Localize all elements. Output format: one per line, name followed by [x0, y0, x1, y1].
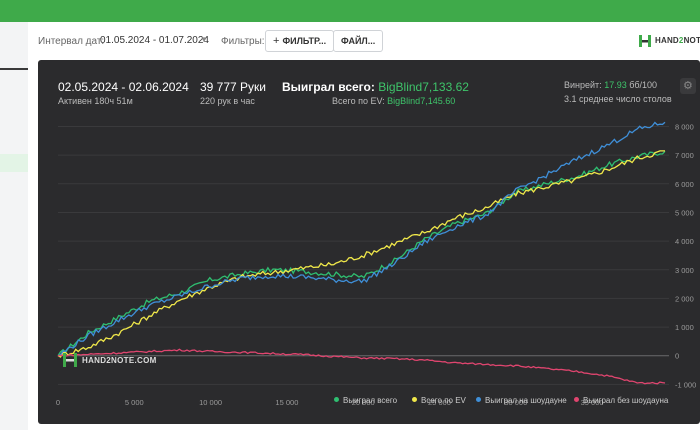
date-range: 02.05.2024 - 02.06.2024	[58, 80, 189, 94]
add-filter-label: ФИЛЬТР...	[282, 36, 327, 46]
logo-text-hand: HAND	[655, 36, 679, 45]
winrate-label: Винрейт:	[564, 80, 602, 90]
legend-item-won[interactable]: Выиграл всего	[334, 396, 397, 405]
y-tick-label: 1 000	[675, 323, 694, 332]
date-interval-label: Интервал дат:	[38, 36, 105, 47]
total-won-label: Выиграл всего:	[282, 80, 375, 94]
total-won-value: BigBlind7,133.62	[378, 80, 469, 94]
series-line-won	[57, 150, 666, 357]
graph-settings-button[interactable]: ⚙	[680, 78, 696, 94]
x-tick-label: 0	[56, 398, 60, 407]
y-tick-label: 0	[675, 352, 679, 361]
legend-dot	[574, 397, 579, 402]
y-tick-label: 6 000	[675, 180, 694, 189]
report-panel: Интервал дат: 01.05.2024 - 01.07.2024 ▼ …	[28, 22, 700, 430]
file-button-label: ФАЙЛ...	[341, 36, 376, 46]
hands-per-hour: 220 рук в час	[200, 96, 255, 106]
logo-text-note: NOTE	[683, 36, 700, 45]
hand2note-watermark-icon	[63, 353, 77, 367]
legend-dot	[476, 397, 481, 402]
winrate: Винрейт: 17.93 бб/100	[564, 80, 657, 90]
x-tick-label: 35 000	[581, 398, 604, 407]
x-tick-label: 25 000	[428, 398, 451, 407]
total-ev-label: Всего по EV:	[332, 96, 385, 106]
y-tick-label: 2 000	[675, 294, 694, 303]
series-line-showdown	[57, 121, 666, 357]
y-tick-label: 8 000	[675, 122, 694, 131]
x-tick-label: 15 000	[275, 398, 298, 407]
graph-card: 02.05.2024 - 02.06.2024 Активен 180ч 51м…	[38, 60, 700, 424]
legend-dot	[334, 397, 339, 402]
y-tick-label: 3 000	[675, 266, 694, 275]
legend-dot	[412, 397, 417, 402]
x-tick-label: 10 000	[199, 398, 222, 407]
hands-count: 39 777 Руки	[200, 80, 266, 94]
total-ev: Всего по EV: BigBlind7,145.60	[332, 96, 455, 106]
file-button[interactable]: ФАЙЛ...	[333, 30, 384, 52]
y-tick-label: 5 000	[675, 208, 694, 217]
filters-label: Фильтры:	[221, 36, 265, 47]
watermark-text: HAND2NOTE.COM	[82, 356, 157, 365]
logo-text-2: 2	[678, 36, 684, 45]
y-tick-label: 7 000	[675, 151, 694, 160]
active-time: Активен 180ч 51м	[58, 96, 133, 106]
x-tick-label: 20 000	[352, 398, 375, 407]
x-tick-label: 5 000	[125, 398, 144, 407]
y-tick-label: -1 000	[675, 380, 696, 389]
hand2note-logo-icon	[639, 35, 651, 47]
chevron-down-icon[interactable]: ▼	[200, 35, 208, 44]
legend-label: Выиграл на шоудауне	[485, 396, 567, 405]
legend-item-ev[interactable]: Всего по EV	[412, 396, 466, 405]
plus-icon: +	[273, 35, 280, 47]
x-tick-label: 30 000	[504, 398, 527, 407]
winrate-value: 17.93	[604, 80, 627, 90]
legend-item-nonshowdown[interactable]: Выиграл без шоудауна	[574, 396, 668, 405]
profit-chart: -1 000 0 1 000 2 000 3 000 4 000 5 000 6 000 7 0…	[56, 121, 696, 407]
legend-label: Выиграл без шоудауна	[583, 396, 669, 405]
gear-icon: ⚙	[683, 80, 693, 92]
legend-label: Всего по EV	[421, 396, 466, 405]
filter-bar: Интервал дат: 01.05.2024 - 01.07.2024 ▼ …	[28, 22, 700, 60]
series-line-ev	[57, 150, 665, 358]
hand2note-logo-text: HAND2NOTE	[655, 36, 700, 45]
legend-label: Выиграл всего	[343, 396, 398, 405]
y-tick-label: 4 000	[675, 237, 694, 246]
left-sidebar	[0, 22, 28, 430]
total-won: Выиграл всего: BigBlind7,133.62	[282, 80, 469, 94]
winrate-suffix: бб/100	[629, 80, 658, 90]
sidebar-highlight-row	[0, 154, 28, 172]
top-app-bar	[0, 0, 700, 22]
sidebar-active-indicator	[0, 68, 28, 70]
add-filter-button[interactable]: + ФИЛЬТР...	[265, 30, 335, 52]
date-interval-select[interactable]: 01.05.2024 - 01.07.2024	[100, 35, 209, 46]
total-ev-value: BigBlind7,145.60	[387, 96, 456, 106]
average-tables: 3.1 среднее число столов	[564, 94, 672, 104]
series-line-nonshowdown	[57, 348, 666, 385]
legend-item-showdown[interactable]: Выиграл на шоудауне	[476, 396, 567, 405]
